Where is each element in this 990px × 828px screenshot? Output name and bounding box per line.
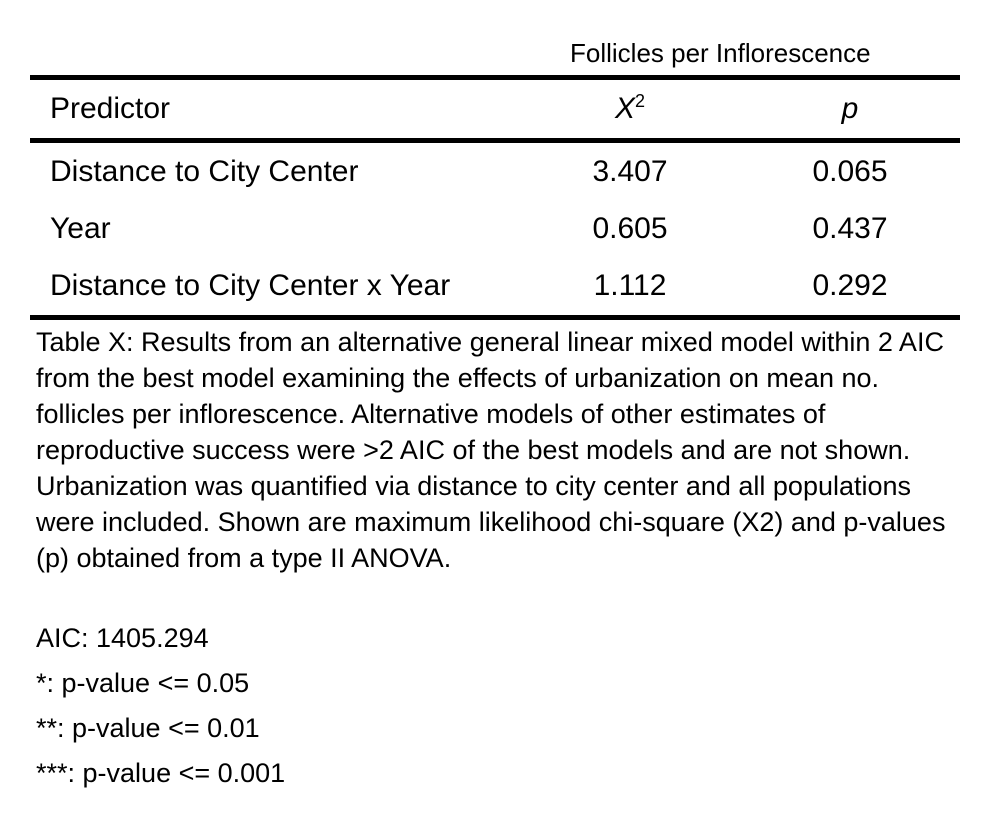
header-chi-square-sup: 2: [635, 91, 646, 111]
row-2-p-value: 0.437: [812, 212, 888, 245]
top-rule: [30, 75, 960, 80]
row-1-chi-square: 3.407: [592, 155, 668, 188]
table-caption: Table X: Results from an alternative gen…: [36, 327, 946, 573]
note-significance-1: *: p-value <= 0.05: [36, 668, 250, 698]
note-significance-3: ***: p-value <= 0.001: [36, 758, 286, 788]
spanner-header: Follicles per Inflorescence: [570, 38, 871, 68]
row-3-p-value: 0.292: [812, 269, 888, 302]
row-2-chi-square: 0.605: [592, 212, 668, 245]
note-significance-2: **: p-value <= 0.01: [36, 713, 260, 743]
header-p-value: p: [841, 92, 859, 125]
row-2-predictor: Year: [50, 212, 111, 245]
row-3-predictor: Distance to City Center x Year: [50, 269, 451, 302]
header-chi-square-base: X: [614, 92, 635, 125]
header-predictor: Predictor: [50, 92, 171, 125]
row-1-p-value: 0.065: [812, 155, 888, 188]
bottom-rule: [30, 315, 960, 320]
row-1-predictor: Distance to City Center: [50, 155, 359, 188]
note-aic: AIC: 1405.294: [36, 623, 209, 653]
header-chi-square: X2: [560, 91, 700, 127]
header-rule: [30, 138, 960, 143]
row-3-chi-square: 1.112: [593, 269, 667, 302]
